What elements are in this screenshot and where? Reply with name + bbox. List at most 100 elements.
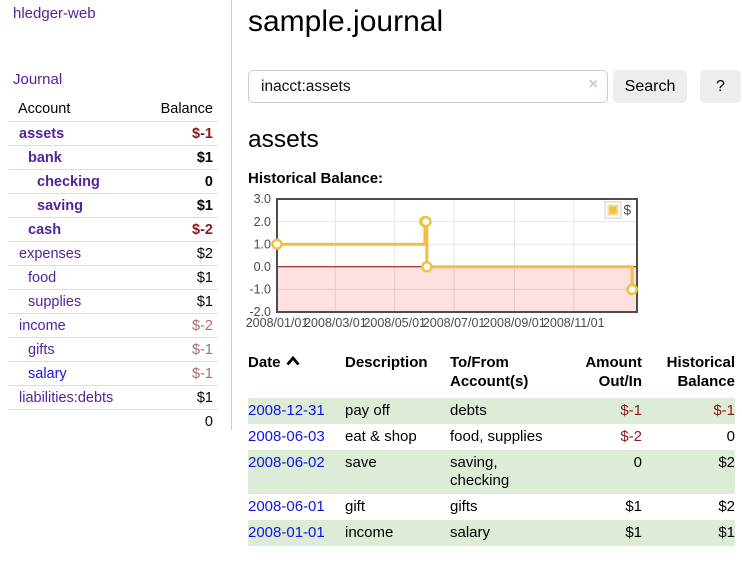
svg-text:$: $	[624, 203, 632, 218]
account-balance: $-1	[143, 361, 218, 386]
accounts-header-balance: Balance	[143, 96, 218, 122]
accounts-table-header: Account Balance	[8, 96, 218, 122]
transaction-date-link[interactable]: 2008-12-31	[248, 402, 325, 419]
sidebar-account-link[interactable]: liabilities:debts	[19, 390, 114, 406]
account-row: supplies $1	[8, 289, 218, 314]
sidebar-account-link[interactable]: salary	[28, 366, 67, 382]
page-title: sample.journal	[248, 5, 444, 38]
transaction-balance: $-1	[713, 402, 735, 419]
transaction-row: 2008-06-03 eat & shop food, supplies $-2 0	[248, 424, 735, 450]
register-header-row: Date Description To/From Account(s) Amou…	[248, 350, 735, 398]
search-help-button[interactable]: ?	[700, 70, 741, 103]
account-row: food $1	[8, 265, 218, 290]
account-balance: $2	[143, 241, 218, 266]
account-row: bank $1	[8, 145, 218, 170]
sidebar: hledger-web Journal Account Balance asse…	[0, 0, 232, 433]
account-row: cash $-2	[8, 217, 218, 242]
transaction-row: 2008-01-01 income salary $1 $1	[248, 520, 735, 546]
transaction-accounts: food, supplies	[450, 428, 543, 445]
svg-text:2.0: 2.0	[254, 215, 271, 229]
search-input-wrap: ×	[248, 70, 608, 103]
transaction-row: 2008-12-31 pay off debts $-1 $-1	[248, 398, 735, 424]
transaction-date-link[interactable]: 2008-06-03	[248, 428, 325, 445]
chart-heading: Historical Balance:	[248, 170, 384, 187]
account-row: expenses $2	[8, 241, 218, 266]
account-row: saving $1	[8, 193, 218, 218]
search-input[interactable]	[248, 70, 608, 103]
transaction-amount: 0	[633, 454, 642, 471]
account-balance: $-1	[143, 121, 218, 146]
column-header-accounts: To/From Account(s)	[450, 354, 529, 390]
transaction-description: income	[345, 524, 394, 541]
sidebar-account-link[interactable]: assets	[19, 126, 65, 142]
sidebar-item-journal[interactable]: Journal	[13, 71, 63, 88]
svg-text:0.0: 0.0	[254, 260, 271, 274]
column-header-description: Description	[345, 354, 428, 371]
sidebar-account-link[interactable]: cash	[28, 222, 62, 238]
accounts-table: Account Balance assets $-1 bank $1 checking 0…	[8, 96, 218, 433]
accounts-total-row: 0	[8, 409, 218, 433]
svg-text:-1.0: -1.0	[249, 283, 271, 297]
column-header-date[interactable]: Date	[248, 350, 345, 398]
column-header-balance: Historical Balance	[666, 354, 735, 390]
svg-text:1.0: 1.0	[254, 237, 271, 251]
accounts-header-account: Account	[8, 96, 144, 122]
historical-balance-chart: 3.0 2.0 1.0 0.0 -1.0 -2.0 2008/01/01 2008/03/01…	[246, 192, 648, 334]
sidebar-account-link[interactable]: saving	[37, 198, 83, 214]
sidebar-account-link[interactable]: bank	[28, 150, 62, 166]
balance-chart-canvas: 3.0 2.0 1.0 0.0 -1.0 -2.02008/01/012008/03/01…	[246, 192, 638, 330]
sidebar-account-link[interactable]: checking	[37, 174, 100, 190]
transaction-amount: $-1	[620, 402, 642, 419]
transaction-accounts: debts	[450, 402, 487, 419]
register-table: Date Description To/From Account(s) Amou…	[248, 350, 735, 546]
transaction-balance: $2	[718, 498, 735, 515]
account-row: income $-2	[8, 313, 218, 338]
svg-text:2008/05/01: 2008/05/01	[363, 316, 426, 330]
clear-search-icon[interactable]: ×	[588, 76, 598, 93]
transaction-date-link[interactable]: 2008-01-01	[248, 524, 325, 541]
register-table-body: 2008-12-31 pay off debts $-1 $-1 2008-06-03 ea…	[248, 398, 735, 546]
accounts-table-body: assets $-1 bank $1 checking 0 saving $1 cash $-2 e…	[8, 121, 218, 410]
accounts-total-spacer	[8, 409, 144, 433]
transaction-description: pay off	[345, 402, 390, 419]
account-balance: $-1	[143, 337, 218, 362]
transaction-accounts: salary	[450, 524, 491, 541]
sidebar-account-link[interactable]: income	[19, 318, 66, 334]
account-balance: $1	[143, 145, 218, 170]
transaction-date-link[interactable]: 2008-06-02	[248, 454, 325, 471]
transaction-row: 2008-06-02 save saving, checking 0 $2	[248, 450, 735, 494]
sidebar-account-link[interactable]: gifts	[28, 342, 55, 358]
account-heading: assets	[248, 126, 319, 153]
sidebar-account-link[interactable]: food	[28, 270, 57, 286]
transaction-amount: $1	[625, 498, 642, 515]
accounts-total-value: 0	[143, 409, 218, 433]
account-row: liabilities:debts $1	[8, 385, 218, 410]
date-header-label: Date	[248, 354, 281, 371]
transaction-description: gift	[345, 498, 366, 515]
column-header-amount: Amount Out/In	[585, 354, 642, 390]
transaction-accounts: gifts	[450, 498, 478, 515]
transaction-accounts: saving, checking	[450, 454, 510, 489]
app-title-link[interactable]: hledger-web	[13, 5, 96, 22]
transaction-balance: 0	[726, 428, 735, 445]
sort-ascending-icon	[285, 355, 300, 366]
svg-text:-2.0: -2.0	[249, 305, 271, 319]
account-balance: $1	[143, 385, 218, 410]
transaction-description: save	[345, 454, 377, 471]
account-balance: $1	[143, 289, 218, 314]
search-button[interactable]: Search	[613, 70, 687, 103]
account-row: checking 0	[8, 169, 218, 194]
search-form: × Search ?	[248, 70, 742, 103]
transaction-description: eat & shop	[345, 428, 417, 445]
sidebar-account-link[interactable]: supplies	[28, 294, 82, 310]
account-balance: 0	[143, 169, 218, 194]
account-balance: $1	[143, 265, 218, 290]
main-content: sample.journal × Search ? assets Histori…	[246, 0, 742, 546]
account-row: gifts $-1	[8, 337, 218, 362]
account-balance: $1	[143, 193, 218, 218]
sidebar-account-link[interactable]: expenses	[19, 246, 82, 262]
transaction-row: 2008-06-01 gift gifts $1 $2	[248, 494, 735, 520]
account-balance: $-2	[143, 313, 218, 338]
transaction-amount: $-2	[620, 428, 642, 445]
transaction-date-link[interactable]: 2008-06-01	[248, 498, 325, 515]
